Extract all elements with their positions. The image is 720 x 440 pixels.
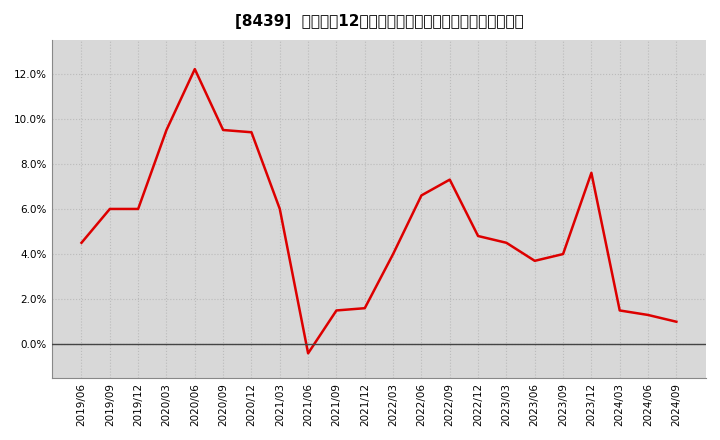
Title: [8439]  売上高の12か月移動合計の対前年同期増減率の推移: [8439] 売上高の12か月移動合計の対前年同期増減率の推移 [235,14,523,29]
